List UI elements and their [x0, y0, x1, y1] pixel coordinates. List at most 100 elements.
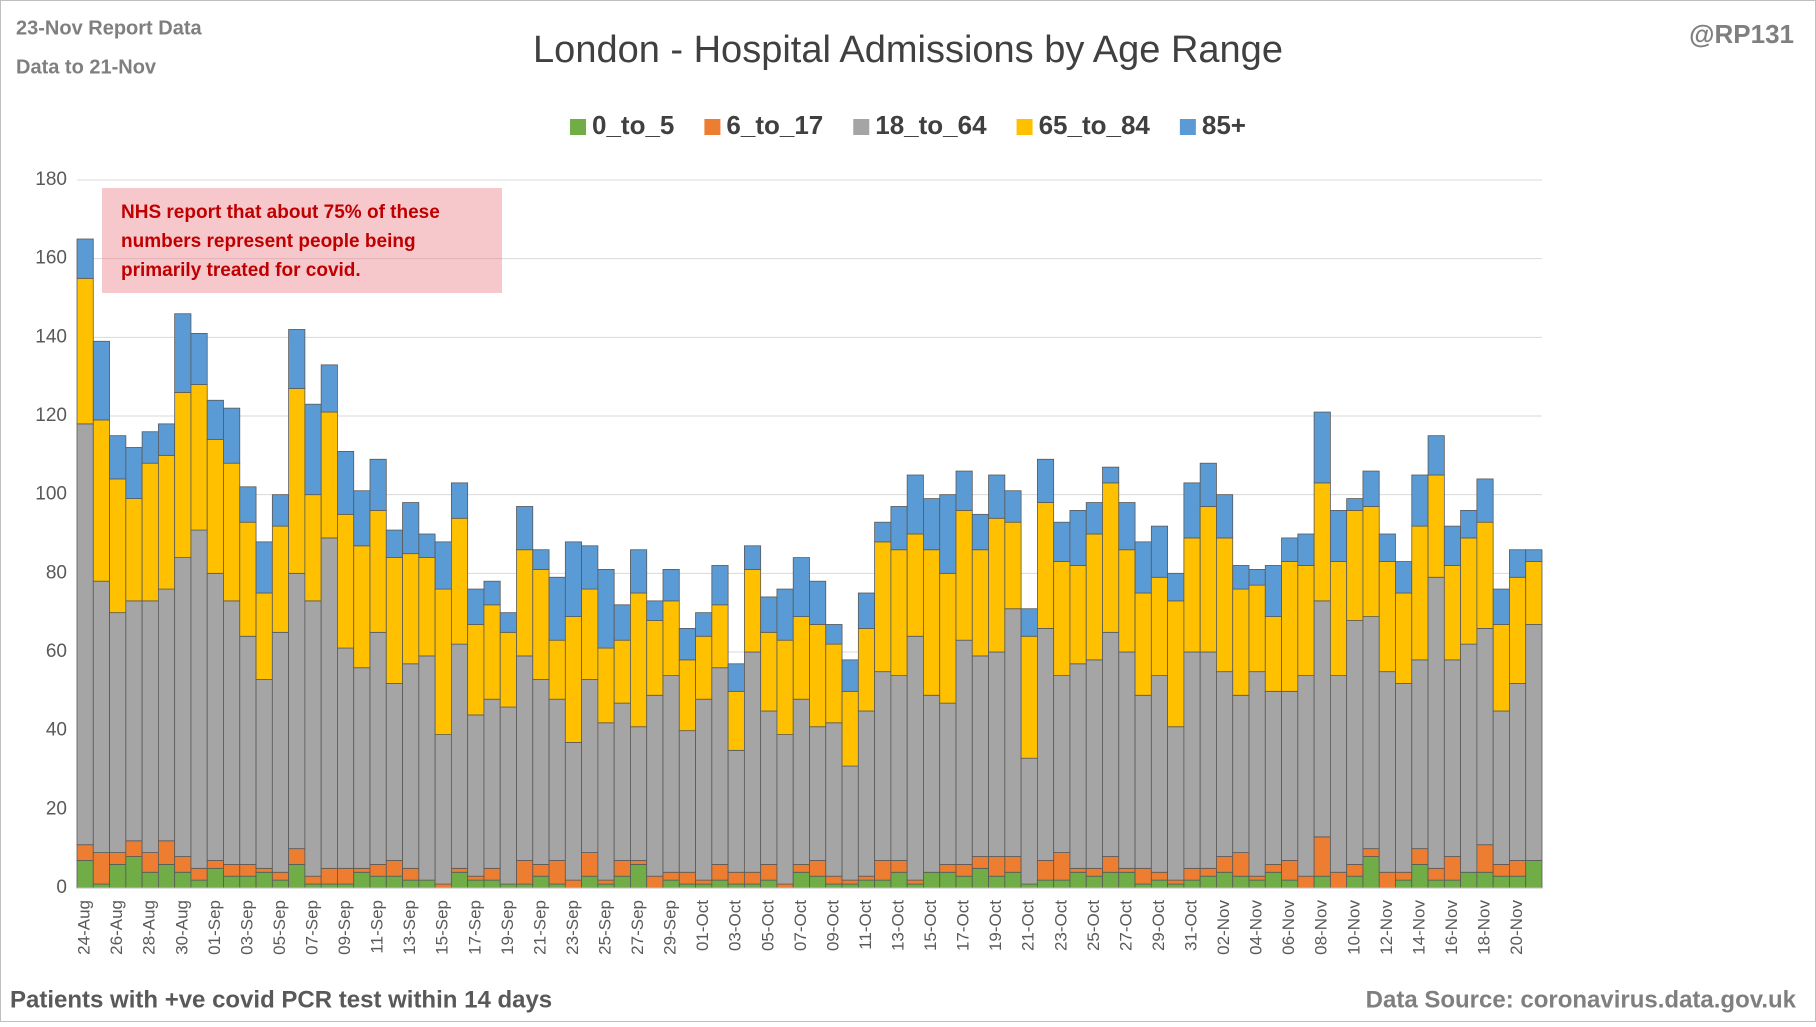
- x-tick-label: 18-Nov: [1475, 900, 1494, 955]
- bar-segment: [1443, 525, 1462, 566]
- bar-segment: [1443, 879, 1462, 889]
- bar-segment: [288, 572, 306, 850]
- bar-segment: [1085, 533, 1103, 661]
- x-tick-label: 26-Aug: [107, 900, 126, 955]
- bar-segment: [1232, 852, 1250, 877]
- bar-segment: [516, 549, 534, 657]
- bar-segment: [1492, 588, 1510, 625]
- bar-segment: [1427, 474, 1445, 578]
- bar-segment: [923, 498, 941, 551]
- bar-segment: [890, 860, 908, 873]
- bar-segment: [1036, 502, 1055, 629]
- bar-segment: [792, 557, 810, 617]
- bar-segment: [320, 411, 338, 539]
- legend-swatch: [570, 119, 587, 135]
- bar-segment: [743, 569, 762, 653]
- bar-segment: [1248, 875, 1266, 881]
- bar-segment: [1069, 663, 1087, 869]
- bar-segment: [955, 470, 973, 511]
- x-tick-label: 23-Sep: [563, 900, 582, 955]
- x-tick-label: 21-Sep: [530, 900, 549, 955]
- bar-segment: [174, 313, 192, 393]
- bar-segment: [1053, 879, 1071, 889]
- legend-swatch: [853, 119, 870, 135]
- bar-segment: [711, 667, 729, 865]
- bar-segment: [923, 549, 941, 696]
- bar-segment: [1020, 635, 1038, 759]
- bar-segment: [548, 860, 566, 885]
- bar-segment: [825, 643, 843, 724]
- bar-segment: [1199, 462, 1217, 507]
- bar-segment: [923, 871, 941, 889]
- bar-segment: [548, 883, 566, 889]
- bar-segment: [1297, 565, 1315, 677]
- bar-segment: [1102, 856, 1120, 873]
- bar-segment: [825, 875, 843, 885]
- legend-item: 18_to_64: [853, 110, 987, 140]
- bar-segment: [776, 639, 794, 736]
- bar-segment: [1232, 588, 1250, 696]
- bar-segment: [1362, 616, 1380, 850]
- bar-segment: [1167, 726, 1185, 881]
- annotation-box: [102, 188, 502, 293]
- bar-segment: [1313, 411, 1331, 484]
- bar-segment: [1004, 871, 1022, 889]
- bar-segment: [809, 875, 827, 889]
- bar-segment: [450, 643, 469, 869]
- bar-segment: [597, 569, 615, 649]
- bar-segment: [1297, 875, 1315, 889]
- bar-segment: [304, 600, 322, 877]
- bar-segment: [613, 639, 631, 704]
- bar-segment: [206, 572, 224, 861]
- bar-segment: [92, 883, 110, 889]
- x-tick-label: 15-Oct: [921, 900, 940, 951]
- x-tick-label: 04-Nov: [1247, 900, 1266, 955]
- bar-segment: [418, 533, 436, 559]
- bar-segment: [288, 388, 306, 574]
- bar-segment: [434, 734, 452, 885]
- bar-segment: [613, 875, 631, 889]
- bar-segment: [743, 651, 762, 873]
- bar-segment: [809, 726, 827, 861]
- bar-segment: [890, 506, 908, 551]
- bar-segment: [1281, 537, 1299, 562]
- bar-segment: [1411, 659, 1429, 850]
- y-tick-label: 140: [35, 326, 67, 347]
- bar-segment: [353, 871, 371, 889]
- bar-segment: [1281, 690, 1299, 861]
- x-tick-label: 29-Oct: [1149, 900, 1168, 951]
- bar-segment: [223, 462, 241, 602]
- bar-segment: [695, 879, 713, 885]
- bar-segment: [353, 545, 371, 669]
- bar-segment: [630, 864, 648, 889]
- bar-segment: [1395, 871, 1413, 881]
- bar-segment: [841, 659, 859, 692]
- bar-segment: [874, 671, 892, 861]
- bar-segment: [1183, 537, 1201, 653]
- bar-segment: [467, 879, 485, 889]
- bar-segment: [1427, 867, 1445, 881]
- x-tick-label: 10-Nov: [1344, 900, 1363, 955]
- x-tick-label: 12-Nov: [1377, 900, 1396, 955]
- x-tick-label: 13-Sep: [400, 900, 419, 955]
- x-tick-label: 03-Oct: [726, 900, 745, 951]
- x-tick-label: 09-Oct: [823, 900, 842, 951]
- footer-left: Patients with +ve covid PCR test within …: [10, 986, 552, 1013]
- bar-segment: [760, 596, 778, 633]
- bar-segment: [581, 545, 599, 590]
- bar-segment: [1460, 871, 1478, 889]
- x-tick-label: 29-Sep: [661, 900, 680, 955]
- bar-segment: [971, 856, 989, 869]
- bar-segment: [271, 494, 290, 527]
- bar-segment: [337, 883, 355, 889]
- x-tick-label: 17-Sep: [465, 900, 484, 955]
- y-tick-label: 80: [46, 562, 67, 583]
- bar-segment: [1232, 694, 1250, 853]
- bar-segment: [1264, 616, 1282, 692]
- bar-segment: [223, 600, 241, 865]
- bar-segment: [1085, 867, 1103, 877]
- bar-segment: [548, 639, 566, 700]
- bar-segment: [1525, 624, 1543, 861]
- bar-segment: [1281, 860, 1299, 881]
- bar-segment: [939, 494, 957, 574]
